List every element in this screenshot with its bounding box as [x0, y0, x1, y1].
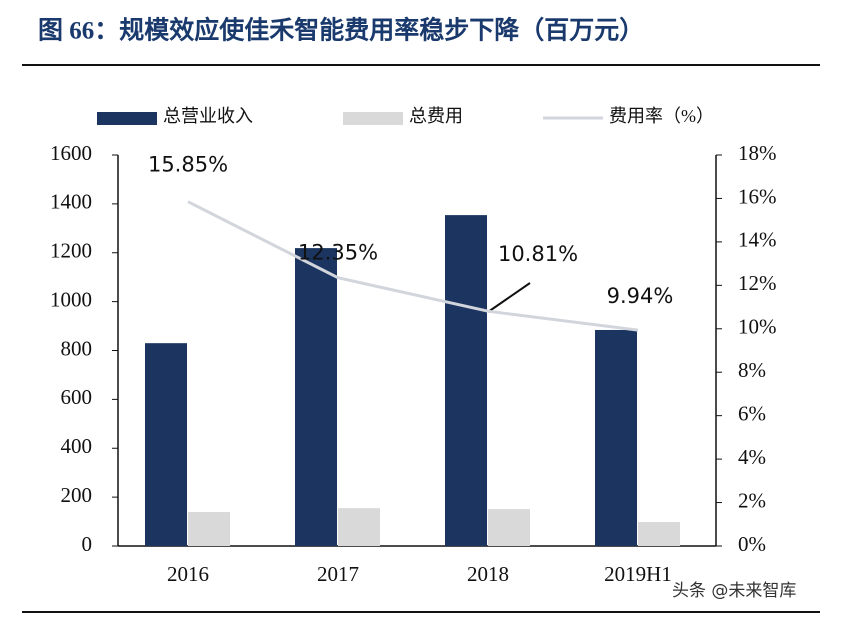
- x-tick-label: 2018: [467, 562, 509, 586]
- y2-tick-label: 12%: [738, 271, 777, 295]
- y-tick-label: 0: [82, 532, 93, 556]
- x-tick-label: 2019H1: [604, 562, 672, 586]
- x-tick-label: 2016: [167, 562, 209, 586]
- rate-line: [187, 200, 639, 332]
- data-label: 9.94%: [607, 284, 674, 308]
- legend-swatch: [97, 112, 157, 125]
- y2-tick-label: 14%: [738, 228, 777, 252]
- watermark: 头条 @未来智库: [672, 581, 796, 601]
- data-label: 15.85%: [148, 153, 228, 177]
- x-tick-label: 2017: [317, 562, 359, 586]
- bar: [188, 512, 230, 546]
- bar: [638, 522, 680, 546]
- bar: [595, 329, 637, 546]
- y2-tick-label: 4%: [738, 445, 766, 469]
- chart-title: 图 66：规模效应使佳禾智能费用率稳步下降（百万元）: [38, 16, 644, 45]
- y-tick-label: 600: [61, 385, 93, 409]
- y-tick-label: 200: [61, 483, 93, 507]
- data-label: 10.81%: [498, 242, 578, 266]
- legend-label: 总费用: [409, 106, 463, 126]
- leader-line: [487, 282, 531, 313]
- y2-tick-label: 16%: [738, 184, 777, 208]
- y-tick-label: 400: [61, 434, 93, 458]
- y-tick-label: 1400: [50, 190, 92, 214]
- y2-tick-label: 18%: [738, 141, 777, 165]
- legend-label: 总营业收入: [163, 106, 253, 126]
- bar: [445, 215, 487, 546]
- y2-tick-label: 2%: [738, 488, 766, 512]
- y-tick-label: 800: [61, 336, 93, 360]
- y-tick-label: 1200: [50, 239, 92, 263]
- legend-label: 费用率（%）: [609, 106, 714, 126]
- bar: [338, 508, 380, 546]
- y-tick-label: 1600: [50, 141, 92, 165]
- bar: [145, 343, 187, 546]
- bar: [295, 248, 337, 546]
- legend-swatch: [343, 112, 403, 125]
- bar: [488, 509, 530, 546]
- y2-tick-label: 6%: [738, 401, 766, 425]
- y2-tick-label: 10%: [738, 315, 777, 339]
- y2-tick-label: 0%: [738, 532, 766, 556]
- y-tick-label: 1000: [50, 287, 92, 311]
- y2-tick-label: 8%: [738, 358, 766, 382]
- data-label: 12.35%: [298, 241, 378, 265]
